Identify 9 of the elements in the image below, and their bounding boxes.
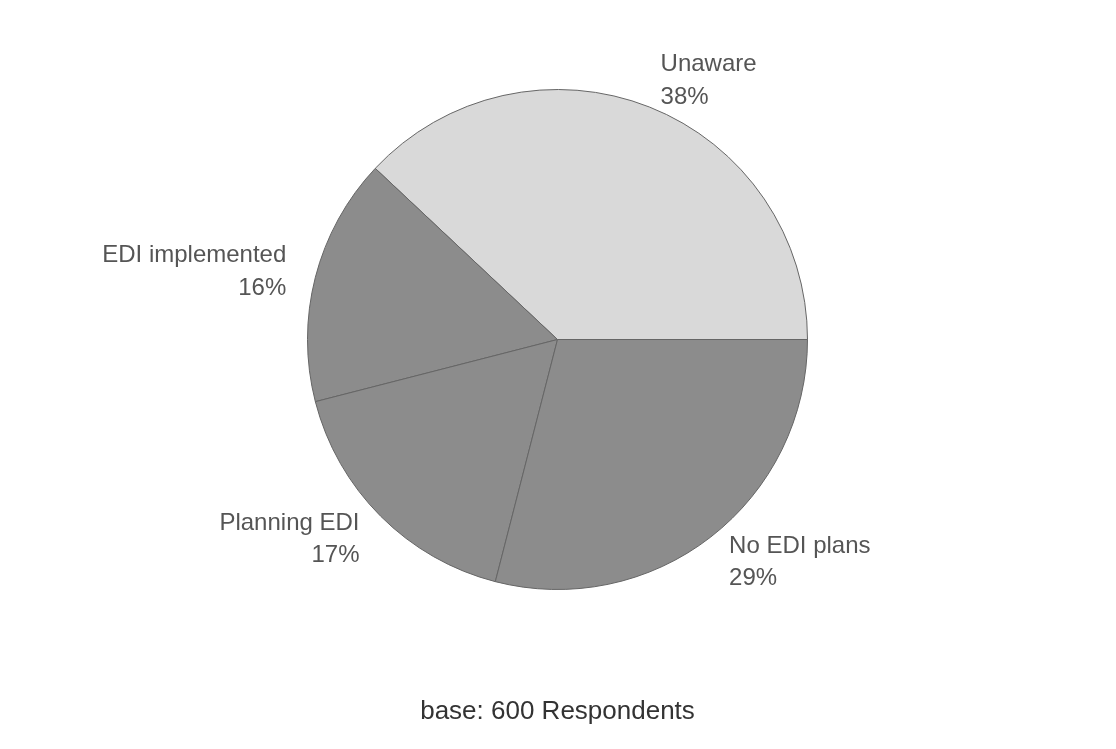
text: base: 600 Respondents [420, 694, 695, 725]
data-label: 16% [238, 272, 287, 300]
data-label: 29% [729, 563, 778, 591]
slice-label: Planning EDI [219, 507, 360, 535]
data-label: 17% [311, 540, 360, 568]
slice-label: No EDI plans [729, 531, 871, 559]
slice-label: Unaware [660, 49, 757, 77]
slice-label: EDI implemented [102, 240, 287, 268]
data-label: 38% [660, 81, 709, 109]
